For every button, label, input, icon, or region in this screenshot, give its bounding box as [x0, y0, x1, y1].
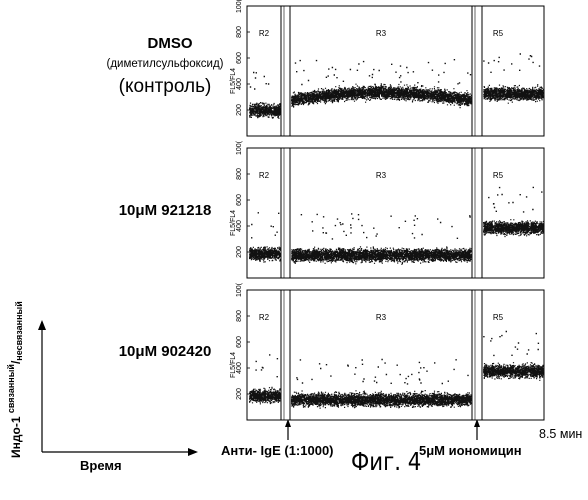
region-label-r3: R3 — [376, 313, 387, 322]
panel-y-label: FL5/FL4 — [230, 352, 237, 378]
panel-gap-2 — [472, 6, 482, 136]
y-tick-label: 800 — [236, 168, 243, 180]
scatter-dense-r5 — [483, 219, 544, 237]
scatter-outliers-r3 — [295, 59, 471, 85]
y-tick-label: 200 — [236, 246, 243, 258]
scatter-points-r3 — [291, 59, 472, 108]
scatter-outliers-r5 — [488, 187, 542, 213]
scatter-outliers-r5 — [483, 53, 540, 73]
schematic-axes — [38, 320, 198, 456]
region-label-r2: R2 — [259, 171, 270, 180]
scatter-dense-r2 — [249, 102, 281, 119]
region-label-r3: R3 — [376, 29, 387, 38]
panel-gap-1 — [281, 148, 290, 278]
scatter-points-r5 — [483, 331, 544, 381]
event-arrows — [285, 419, 480, 440]
y-tick-label: 200 — [236, 388, 243, 400]
scatter-outliers-r5 — [483, 331, 539, 356]
scatter-points-r2 — [249, 354, 281, 404]
y-tick-label: 400 — [236, 362, 243, 374]
scatter-outliers-r2 — [251, 212, 279, 238]
y-tick-label: 100( — [236, 282, 243, 297]
region-label-r2: R2 — [259, 313, 270, 322]
scatter-dense-r3 — [291, 83, 472, 108]
panel-gap-2 — [472, 290, 482, 420]
panel-gap-1 — [281, 6, 290, 136]
scatter-dense-r5 — [483, 362, 544, 381]
panel-gap-2 — [472, 148, 482, 278]
y-tick-label: 200 — [236, 104, 243, 116]
schematic-x-arrow-icon — [188, 448, 198, 456]
scatter-outliers-r2 — [255, 354, 278, 377]
region-label-r5: R5 — [493, 171, 504, 180]
panel-3: 200 400 600 800 100( FL5/FL4 R2 R3 R5 — [230, 282, 544, 420]
region-label-r5: R5 — [493, 29, 504, 38]
panel-y-label: FL5/FL4 — [230, 210, 237, 236]
scatter-points-r3 — [291, 213, 472, 265]
scatter-points-r2 — [249, 72, 281, 119]
scatter-dense-r3 — [291, 246, 472, 265]
y-tick-label: 600 — [236, 336, 243, 348]
scatter-points-r3 — [291, 359, 472, 409]
region-label-r2: R2 — [259, 29, 270, 38]
y-tick-label: 800 — [236, 26, 243, 38]
y-tick-label: 800 — [236, 310, 243, 322]
panel-1: 200 400 600 800 100( FL5/FL4 R2 R3 R5 — [230, 0, 544, 136]
y-tick-label: 600 — [236, 52, 243, 64]
scatter-points-r2 — [249, 212, 281, 263]
panel-gap-1 — [281, 290, 290, 420]
scatter-outliers-r3 — [301, 213, 471, 239]
y-tick-label: 100( — [236, 0, 243, 13]
region-label-r3: R3 — [376, 171, 387, 180]
scatter-outliers-r2 — [250, 72, 269, 90]
scatter-dense-r3 — [291, 390, 472, 409]
scatter-outliers-r3 — [296, 359, 468, 385]
schematic-y-arrow-icon — [38, 320, 46, 330]
y-tick-label: 400 — [236, 220, 243, 232]
panel-2: 200 400 600 800 100( FL5/FL4 R2 R3 R5 — [230, 140, 544, 278]
y-tick-label: 400 — [236, 78, 243, 90]
scatter-dense-r2 — [249, 387, 281, 405]
y-tick-label: 100( — [236, 140, 243, 155]
scatter-points-r5 — [483, 187, 544, 237]
scatter-points-r5 — [483, 53, 544, 103]
panel-frame — [247, 6, 544, 136]
scatter-dense-r2 — [249, 246, 281, 262]
region-label-r5: R5 — [493, 313, 504, 322]
y-tick-label: 600 — [236, 194, 243, 206]
scatter-dense-r5 — [483, 84, 544, 104]
panel-y-label: FL5/FL4 — [230, 68, 237, 94]
